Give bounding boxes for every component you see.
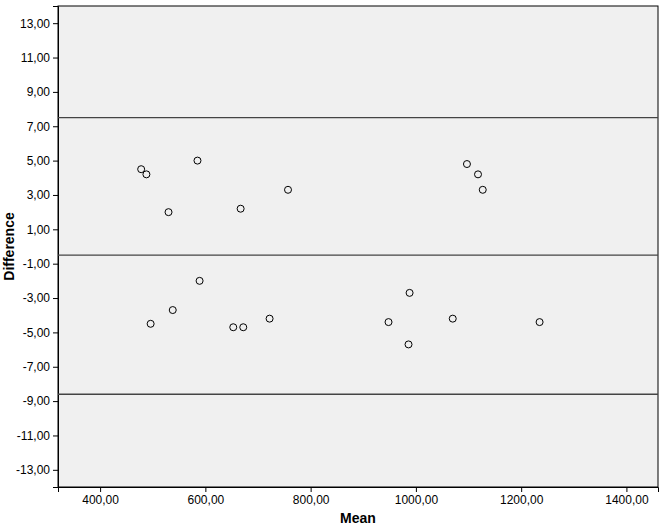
x-tick: 400,00 — [82, 487, 119, 507]
x-tick-mark — [626, 487, 627, 492]
chart: 400,00 600,00 800,00 1000,00 1200,00 1400,00 1… — [0, 0, 664, 529]
y-tick: 11,00 — [21, 51, 58, 65]
point — [143, 171, 150, 178]
y-tick-label: 5,00 — [27, 154, 51, 168]
x-tick-mark — [205, 487, 206, 492]
point — [169, 307, 176, 314]
x-tick-mark — [521, 487, 522, 492]
y-tick-mark — [53, 298, 58, 299]
point — [237, 205, 244, 212]
plot-background — [58, 6, 658, 487]
y-tick-label: -9,00 — [23, 394, 51, 408]
y-tick-mark — [53, 23, 58, 24]
y-axis-title: Difference — [1, 212, 17, 281]
y-tick: 9,00 — [27, 85, 58, 99]
y-tick: 13,00 — [20, 17, 58, 31]
y-tick-label: 1,00 — [27, 223, 51, 237]
y-tick-mark — [53, 401, 58, 402]
y-tick-mark — [53, 92, 58, 93]
point — [266, 315, 273, 322]
plot-frame — [58, 6, 658, 487]
point — [405, 341, 412, 348]
point — [536, 319, 543, 326]
x-tick-label: 800,00 — [293, 493, 330, 507]
x-tick-label: 1400,00 — [605, 493, 649, 507]
x-tick-mark — [100, 487, 101, 492]
x-tick-label: 1200,00 — [500, 493, 544, 507]
point — [385, 319, 392, 326]
point — [147, 320, 154, 327]
x-tick: 1000,00 — [395, 487, 439, 507]
y-tick: 1,00 — [27, 223, 58, 237]
y-tick-mark — [53, 367, 58, 368]
plot: 400,00 600,00 800,00 1000,00 1200,00 1400,00 1… — [16, 6, 659, 507]
point — [479, 186, 486, 193]
y-tick-mark — [53, 435, 58, 436]
y-tick-label: 7,00 — [27, 120, 51, 134]
x-tick: 800,00 — [293, 487, 330, 507]
point — [475, 171, 482, 178]
point — [196, 277, 203, 284]
y-tick-mark — [53, 126, 58, 127]
y-tick-label: -13,00 — [16, 463, 50, 477]
point — [230, 324, 237, 331]
y-tick-mark — [53, 58, 58, 59]
point — [194, 157, 201, 164]
x-tick: 1400,00 — [605, 487, 649, 507]
x-axis-line — [59, 488, 659, 493]
y-tick-mark — [53, 332, 58, 333]
x-tick-label: 400,00 — [82, 493, 119, 507]
marks — [58, 118, 658, 395]
y-tick-mark — [53, 195, 58, 196]
x-tick: 600,00 — [188, 487, 225, 507]
point — [406, 289, 413, 296]
y-tick: 5,00 — [27, 154, 58, 168]
y-tick: -11,00 — [17, 429, 58, 443]
reference-line — [58, 254, 658, 255]
y-tick-mark — [53, 264, 58, 265]
y-tick-label: -3,00 — [23, 291, 51, 305]
point — [463, 161, 470, 168]
y-tick: -9,00 — [23, 394, 58, 408]
point — [165, 209, 172, 216]
y-tick-mark — [53, 470, 58, 471]
x-axis-title: Mean — [340, 510, 376, 526]
y-tick-label: 3,00 — [27, 188, 51, 202]
y-tick-label: -11,00 — [17, 429, 50, 443]
x-tick: 1200,00 — [500, 487, 544, 507]
y-axis: 13,00 11,00 9,00 7,00 5,00 3,00 1,00 -1,00 -3,00… — [16, 7, 59, 488]
x-tick-mark — [416, 487, 417, 492]
y-tick-label: 13,00 — [20, 17, 50, 31]
y-tick: 7,00 — [27, 120, 58, 134]
y-tick-label: 11,00 — [21, 51, 50, 65]
y-tick-mark — [53, 161, 58, 162]
reference-line — [58, 117, 658, 118]
point — [285, 186, 292, 193]
point — [240, 324, 247, 331]
y-tick-label: -1,00 — [23, 257, 51, 271]
y-tick: -7,00 — [23, 360, 58, 374]
y-tick: -5,00 — [23, 326, 58, 340]
y-tick: 3,00 — [27, 188, 58, 202]
y-tick: -13,00 — [16, 463, 58, 477]
y-tick: -1,00 — [23, 257, 58, 271]
point — [449, 315, 456, 322]
y-tick-label: 9,00 — [27, 85, 51, 99]
x-tick-label: 600,00 — [188, 493, 225, 507]
y-tick: -3,00 — [23, 291, 58, 305]
y-tick-mark — [53, 229, 58, 230]
y-tick-label: -5,00 — [23, 326, 51, 340]
x-tick-label: 1000,00 — [395, 493, 439, 507]
y-tick-label: -7,00 — [23, 360, 51, 374]
x-tick-mark — [311, 487, 312, 492]
x-axis: 400,00 600,00 800,00 1000,00 1200,00 1400,00 — [59, 487, 659, 507]
reference-line — [58, 394, 658, 395]
